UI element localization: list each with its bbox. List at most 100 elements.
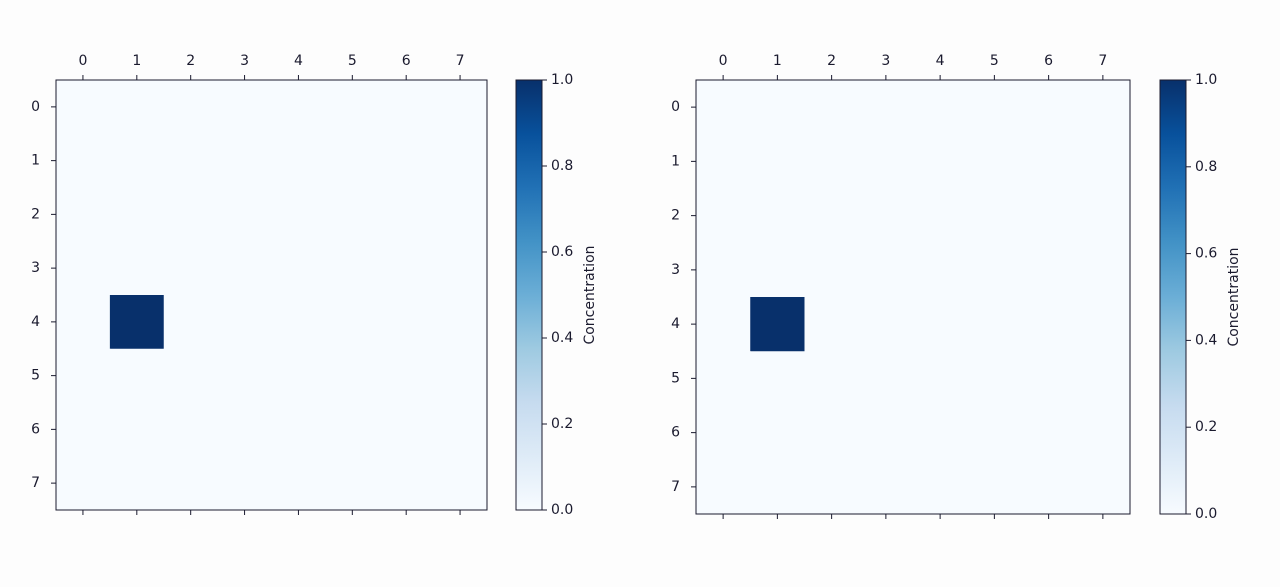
heatmap-cell bbox=[109, 241, 165, 296]
heatmap-cell bbox=[1075, 405, 1131, 461]
colorbar-label: Concentration bbox=[582, 245, 598, 344]
heatmap-cell bbox=[696, 459, 751, 515]
x-tick-label: 3 bbox=[881, 53, 890, 69]
heatmap-cell bbox=[56, 241, 111, 296]
y-tick-label: 5 bbox=[31, 368, 40, 384]
heatmap-cell bbox=[163, 402, 219, 457]
heatmap-cell bbox=[913, 405, 968, 461]
x-tick-label: 3 bbox=[240, 53, 249, 69]
heatmap-cell bbox=[750, 80, 805, 135]
heatmap-cell bbox=[433, 348, 488, 403]
heatmap-cell bbox=[1021, 459, 1077, 515]
y-tick-label: 0 bbox=[671, 99, 680, 115]
heatmap-cell bbox=[56, 456, 111, 511]
heatmap-cell bbox=[163, 133, 219, 188]
heatmap-cell bbox=[109, 348, 165, 403]
heatmap-cell bbox=[804, 134, 860, 189]
heatmap-cell bbox=[1021, 405, 1077, 461]
x-tick-label: 5 bbox=[990, 53, 999, 69]
heatmap-cell bbox=[325, 80, 380, 135]
heatmap-cell bbox=[750, 405, 805, 461]
heatmap-cell bbox=[750, 351, 805, 406]
heatmap-cell bbox=[1075, 134, 1131, 189]
heatmap-cell bbox=[696, 188, 751, 244]
x-tick-label: 2 bbox=[186, 53, 195, 69]
heatmap-cell bbox=[858, 459, 914, 515]
heatmap-cell bbox=[163, 348, 219, 403]
heatmap-cell bbox=[163, 187, 219, 242]
colorbar-tick-label: 0.2 bbox=[551, 416, 573, 432]
heatmap-cell bbox=[271, 456, 326, 511]
colorbar-label: Concentration bbox=[1226, 247, 1242, 346]
y-tick-label: 4 bbox=[31, 314, 40, 330]
heatmap-cell bbox=[696, 351, 751, 406]
heatmap-cell bbox=[379, 348, 434, 403]
heatmap-cell bbox=[271, 402, 326, 457]
x-tick-label: 4 bbox=[294, 53, 303, 69]
heatmap-cell bbox=[379, 402, 434, 457]
heatmap-cell bbox=[56, 133, 111, 188]
heatmap-cell bbox=[967, 188, 1022, 244]
heatmap-cell bbox=[109, 133, 165, 188]
heatmap-cell bbox=[325, 187, 380, 242]
heatmap-cell bbox=[109, 402, 165, 457]
heatmap-cell bbox=[109, 456, 165, 511]
heatmap-cell bbox=[433, 456, 488, 511]
heatmap-cell bbox=[1021, 351, 1077, 406]
heatmap-cell bbox=[1075, 242, 1131, 298]
heatmap-cell bbox=[967, 242, 1022, 298]
heatmap-cell bbox=[858, 80, 914, 135]
heatmap-cell bbox=[325, 456, 380, 511]
heatmap-cell bbox=[804, 351, 860, 406]
x-tick-label: 1 bbox=[773, 53, 782, 69]
heatmap-cell bbox=[696, 405, 751, 461]
heatmap-cell bbox=[1021, 297, 1077, 352]
heatmap-cell bbox=[109, 187, 165, 242]
heatmap-cell bbox=[696, 242, 751, 298]
colorbar-tick-label: 0.6 bbox=[1195, 246, 1217, 262]
heatmap-cell bbox=[804, 405, 860, 461]
heatmap-cell bbox=[696, 80, 751, 135]
heatmap-cell bbox=[379, 133, 434, 188]
heatmap-cell bbox=[56, 402, 111, 457]
heatmap-cell bbox=[696, 134, 751, 189]
heatmap-cell bbox=[913, 242, 968, 298]
heatmap-cell bbox=[217, 241, 272, 296]
colorbar bbox=[515, 79, 543, 511]
heatmap-cell bbox=[696, 297, 751, 352]
plot-frame bbox=[695, 79, 1131, 515]
colorbar-tick-label: 0.8 bbox=[1195, 159, 1217, 175]
x-tick-label: 0 bbox=[719, 53, 728, 69]
heatmap-cell bbox=[271, 241, 326, 296]
heatmap-cell bbox=[858, 242, 914, 298]
heatmap-cell bbox=[1021, 134, 1077, 189]
colorbar-tick-label: 0.0 bbox=[1195, 506, 1217, 522]
heatmap-cell bbox=[325, 402, 380, 457]
heatmap-cell bbox=[913, 297, 968, 352]
heatmap-cell bbox=[217, 133, 272, 188]
heatmap-cell bbox=[56, 348, 111, 403]
y-tick-label: 7 bbox=[671, 479, 680, 495]
heatmap-cell bbox=[913, 134, 968, 189]
x-tick-label: 6 bbox=[402, 53, 411, 69]
heatmap-cell bbox=[913, 80, 968, 135]
heatmap-cell bbox=[1075, 351, 1131, 406]
colorbar-tick-label: 1.0 bbox=[1195, 72, 1217, 88]
heatmap-cell bbox=[217, 295, 272, 350]
x-tick-label: 4 bbox=[936, 53, 945, 69]
y-tick-label: 2 bbox=[31, 206, 40, 222]
heatmap-cell bbox=[858, 297, 914, 352]
x-tick-label: 1 bbox=[132, 53, 141, 69]
heatmap-cell bbox=[1021, 242, 1077, 298]
heatmap-cell bbox=[433, 241, 488, 296]
heatmap-cell bbox=[967, 405, 1022, 461]
heatmap-cell bbox=[56, 80, 111, 135]
y-tick-label: 0 bbox=[31, 99, 40, 115]
heatmap-cell bbox=[433, 402, 488, 457]
heatmap-cell bbox=[271, 348, 326, 403]
heatmap-cell bbox=[804, 297, 860, 352]
heatmap-cell bbox=[804, 188, 860, 244]
heatmap-cell bbox=[804, 80, 860, 135]
heatmap-cell bbox=[271, 187, 326, 242]
